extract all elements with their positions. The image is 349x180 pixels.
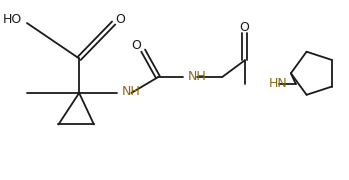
Text: O: O xyxy=(116,13,125,26)
Text: NH: NH xyxy=(121,86,140,98)
Text: NH: NH xyxy=(187,70,206,83)
Text: O: O xyxy=(131,39,141,52)
Text: O: O xyxy=(240,21,250,34)
Text: HN: HN xyxy=(269,77,288,90)
Text: HO: HO xyxy=(3,13,22,26)
